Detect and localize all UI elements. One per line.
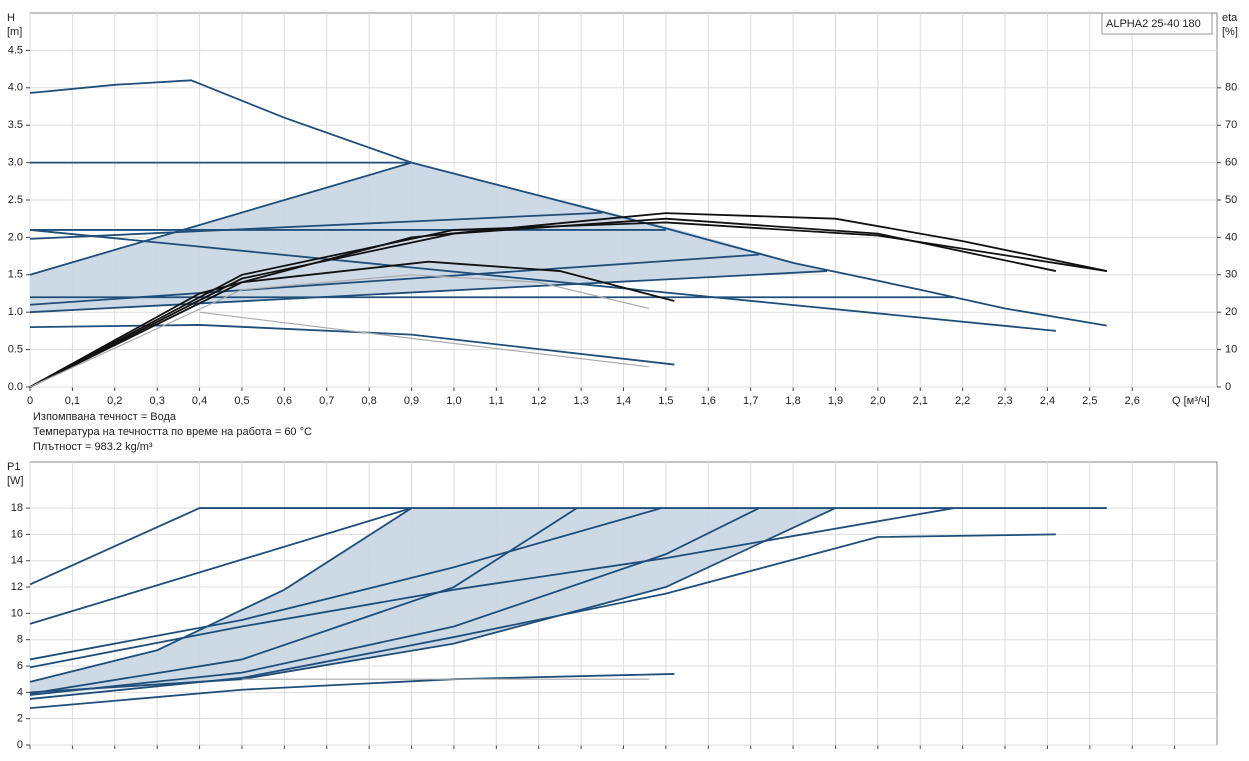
y-tick-label: 0.0 xyxy=(8,381,23,393)
y-tick-label: 1.0 xyxy=(8,306,23,318)
x-tick-label: 2,2 xyxy=(955,395,970,407)
performance-curve xyxy=(29,253,760,306)
y2-tick-label: 0 xyxy=(1225,381,1231,393)
x-tick-label: 0,5 xyxy=(234,395,249,407)
performance-curve xyxy=(29,270,828,314)
y-tick-label: 4.0 xyxy=(8,82,23,94)
x-tick-label: 1,4 xyxy=(616,395,631,407)
x-axis-label: Q [м³/ч] xyxy=(1172,395,1210,407)
y-tick-label: 10 xyxy=(11,607,23,619)
efficiency-curve xyxy=(29,260,675,388)
x-tick-label: 0,4 xyxy=(192,395,207,407)
x-tick-label: 0,9 xyxy=(404,395,419,407)
performance-curve xyxy=(29,507,836,694)
y-tick-label: 4 xyxy=(17,686,23,698)
performance-curve xyxy=(29,211,603,240)
efficiency-curve xyxy=(29,274,650,388)
x-tick-label: 0,3 xyxy=(150,395,165,407)
efficiency-curve xyxy=(29,217,1057,388)
y-tick-label: 2.5 xyxy=(8,194,23,206)
annotation: Изпомпвана течност = Вода xyxy=(33,411,177,423)
y2-tick-label: 70 xyxy=(1225,119,1237,131)
x-tick-label: 1,6 xyxy=(701,395,716,407)
x-tick-label: 2,1 xyxy=(913,395,928,407)
performance-curve xyxy=(29,161,412,276)
y-tick-label: 18 xyxy=(11,502,23,514)
x-tick-label: 0,2 xyxy=(107,395,122,407)
x-tick-label: 2,6 xyxy=(1125,395,1140,407)
performance-curve xyxy=(29,507,760,696)
x-tick-label: 1,2 xyxy=(531,395,546,407)
x-tick-label: 1,5 xyxy=(658,395,673,407)
performance-curve xyxy=(29,507,1107,586)
y-tick-label: 2.0 xyxy=(8,231,23,243)
x-tick-label: 0,8 xyxy=(361,395,376,407)
x-tick-label: 1,3 xyxy=(573,395,588,407)
x-tick-label: 1,7 xyxy=(743,395,758,407)
y-tick-label: 12 xyxy=(11,581,23,593)
operating-area xyxy=(30,508,836,695)
y2-tick-label: 60 xyxy=(1225,157,1237,169)
y-tick-label: 0 xyxy=(17,739,23,751)
annotation: Плътност = 983.2 kg/m³ xyxy=(33,441,153,453)
performance-curve xyxy=(29,79,1107,327)
x-tick-label: 0 xyxy=(27,395,33,407)
title-box xyxy=(1101,12,1213,35)
y2-tick-label: 50 xyxy=(1225,194,1237,206)
performance-curve xyxy=(199,311,650,368)
y-tick-label: 4.5 xyxy=(8,44,23,56)
y-tick-label: 6 xyxy=(17,660,23,672)
x-tick-label: 0,6 xyxy=(277,395,292,407)
performance-curve xyxy=(29,507,413,683)
performance-curve xyxy=(29,507,955,669)
y-tick-label: 3.5 xyxy=(8,119,23,131)
x-tick-label: 1,0 xyxy=(446,395,461,407)
y2-tick-label: 40 xyxy=(1225,231,1237,243)
chart-title: ALPHA2 25-40 180 xyxy=(1106,18,1201,30)
performance-curve xyxy=(29,324,675,366)
performance-curve xyxy=(29,507,578,695)
y-tick-label: 8 xyxy=(17,634,23,646)
performance-curve xyxy=(29,673,675,710)
y2-tick-label: 20 xyxy=(1225,306,1237,318)
y2-axis-label: [%] xyxy=(1222,26,1238,38)
y2-axis-label: eta xyxy=(1222,12,1238,24)
performance-curve xyxy=(29,507,412,625)
x-tick-label: 2,3 xyxy=(997,395,1012,407)
y-tick-label: 16 xyxy=(11,528,23,540)
y-axis-label: [W] xyxy=(7,475,24,487)
x-tick-label: 1,9 xyxy=(828,395,843,407)
x-tick-label: 1,1 xyxy=(489,395,504,407)
efficiency-curve xyxy=(29,212,1107,388)
performance-curve xyxy=(29,533,1056,700)
x-tick-label: 0,1 xyxy=(65,395,80,407)
y2-tick-label: 80 xyxy=(1225,82,1237,94)
x-tick-label: 1,8 xyxy=(785,395,800,407)
y-tick-label: 14 xyxy=(11,555,23,567)
y-axis-label: [m] xyxy=(7,26,22,38)
y-axis-label: P1 xyxy=(7,461,20,473)
x-tick-label: 0,7 xyxy=(319,395,334,407)
annotation: Температура на течността по време на раб… xyxy=(33,426,312,438)
y-tick-label: 3.0 xyxy=(8,157,23,169)
x-tick-label: 2,0 xyxy=(870,395,885,407)
y-axis-label: H xyxy=(7,12,15,24)
y-tick-label: 1.5 xyxy=(8,269,23,281)
operating-area xyxy=(30,162,827,313)
x-tick-label: 2,5 xyxy=(1082,395,1097,407)
y2-tick-label: 30 xyxy=(1225,269,1237,281)
y-tick-label: 2 xyxy=(17,713,23,725)
performance-curve xyxy=(29,229,1056,332)
y-tick-label: 0.5 xyxy=(8,344,23,356)
performance-curve xyxy=(29,507,662,661)
x-tick-label: 2,4 xyxy=(1040,395,1055,407)
y2-tick-label: 10 xyxy=(1225,344,1237,356)
